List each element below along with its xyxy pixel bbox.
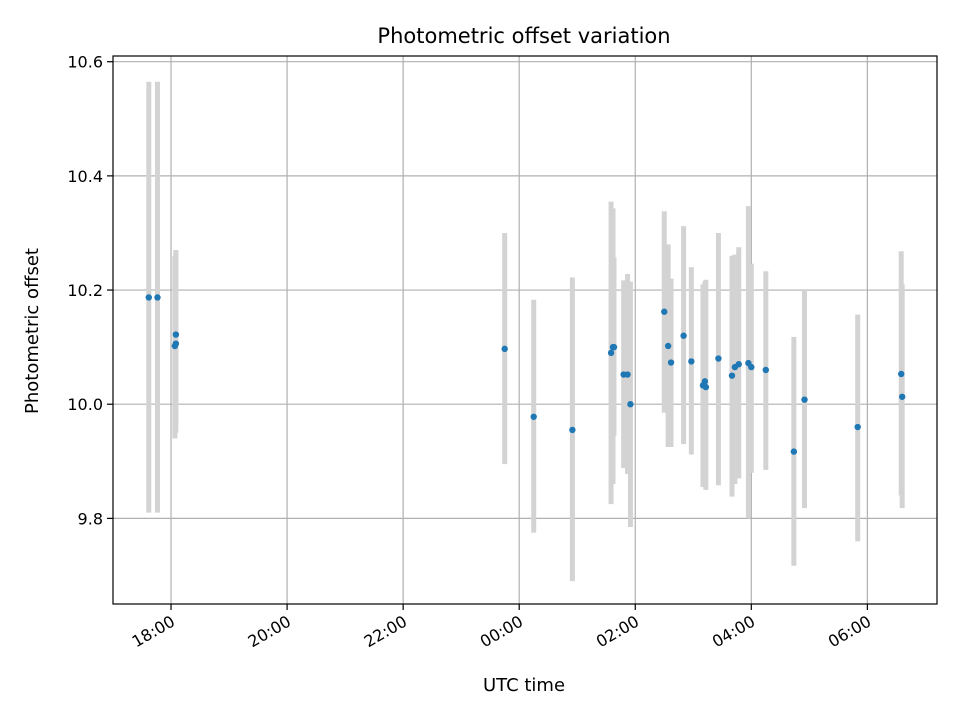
x-axis-title: UTC time bbox=[483, 675, 565, 696]
data-point bbox=[610, 343, 618, 351]
data-point bbox=[762, 366, 770, 374]
data-point bbox=[702, 383, 710, 391]
data-point bbox=[735, 361, 742, 368]
data-point bbox=[680, 332, 687, 339]
x-tick-label: 06:00 bbox=[825, 612, 874, 652]
x-tick-label: 18:00 bbox=[129, 612, 178, 652]
x-tick-label: 04:00 bbox=[709, 612, 758, 652]
y-tick-label: 9.8 bbox=[78, 509, 103, 528]
data-point bbox=[661, 308, 668, 315]
y-tick-label: 10.6 bbox=[67, 53, 103, 72]
data-point bbox=[145, 294, 152, 301]
data-point bbox=[664, 342, 672, 350]
data-point bbox=[627, 401, 634, 408]
data-points bbox=[145, 294, 906, 455]
data-point bbox=[898, 370, 905, 378]
data-point bbox=[172, 340, 180, 347]
data-point bbox=[801, 396, 808, 403]
data-point bbox=[790, 448, 798, 455]
x-tick-label: 22:00 bbox=[361, 612, 410, 652]
y-tick-label: 10.4 bbox=[67, 167, 103, 186]
data-point bbox=[154, 294, 161, 301]
data-point bbox=[624, 371, 631, 378]
plot-frame bbox=[112, 55, 938, 605]
data-point bbox=[748, 363, 755, 371]
data-point bbox=[172, 331, 180, 338]
data-point bbox=[688, 358, 695, 365]
data-point bbox=[569, 426, 576, 434]
y-axis-title: Photometric offset bbox=[22, 248, 43, 414]
data-point bbox=[854, 423, 861, 431]
data-point bbox=[501, 345, 508, 353]
chart-title: Photometric offset variation bbox=[377, 24, 670, 48]
x-tick-label: 02:00 bbox=[593, 612, 642, 652]
data-point bbox=[667, 359, 675, 366]
data-point bbox=[728, 372, 736, 379]
data-point bbox=[701, 378, 709, 385]
x-tick-label: 20:00 bbox=[245, 612, 294, 652]
y-tick-label: 10.2 bbox=[67, 281, 103, 300]
y-tick-label: 10.0 bbox=[67, 395, 103, 414]
error-bars bbox=[146, 81, 905, 582]
grid-lines bbox=[113, 56, 937, 604]
data-point bbox=[898, 393, 906, 400]
data-point bbox=[530, 413, 537, 420]
data-point bbox=[607, 349, 615, 357]
data-point bbox=[715, 355, 722, 362]
x-tick-label: 00:00 bbox=[477, 612, 526, 652]
